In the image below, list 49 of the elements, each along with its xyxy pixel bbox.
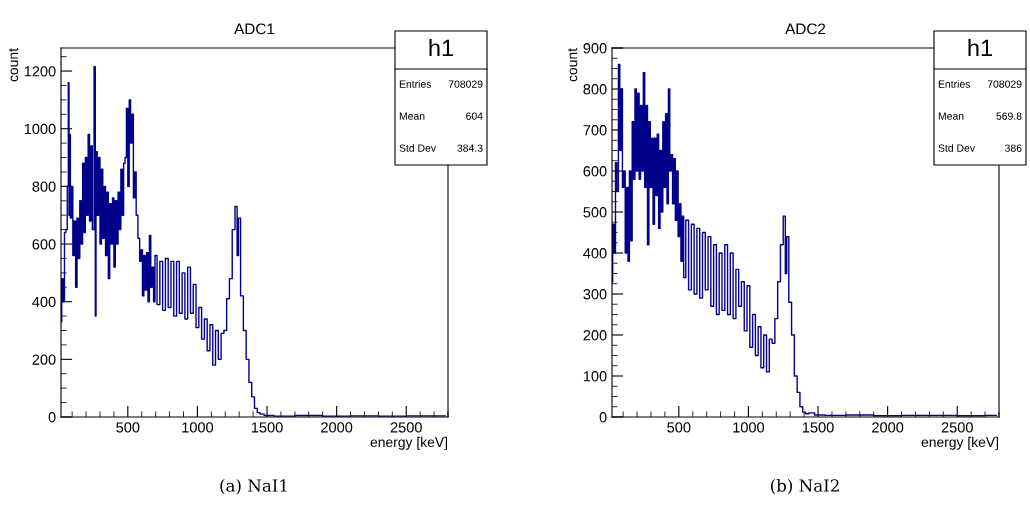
- y-tick-label: 600: [583, 166, 607, 177]
- annotation: 569.8: [996, 112, 1022, 120]
- x-tick-label: 2000: [321, 422, 353, 433]
- annotation: h1: [429, 39, 453, 57]
- y-tick-label: 1200: [24, 66, 56, 77]
- annotation: h1: [968, 39, 992, 57]
- x-axis-title: energy [keV]: [370, 436, 448, 450]
- x-tick-label: 1500: [251, 422, 283, 433]
- annotation: Std Dev: [938, 144, 976, 152]
- x-tick-label: 1000: [733, 422, 765, 433]
- annotation: Mean: [399, 112, 425, 120]
- y-tick-label: 400: [583, 248, 607, 259]
- y-tick-label: 800: [32, 181, 56, 192]
- x-tick-label: 500: [116, 422, 140, 433]
- annotation: Mean: [938, 112, 964, 120]
- y-axis-title: count: [9, 48, 19, 82]
- y-tick-label: 600: [32, 239, 56, 250]
- y-tick-label: 200: [32, 354, 56, 365]
- annotation: 708029: [987, 80, 1022, 88]
- x-tick-label: 2500: [390, 422, 422, 433]
- annotation: Entries: [399, 80, 432, 88]
- y-tick-label: 300: [583, 289, 607, 300]
- x-tick-label: 2000: [872, 422, 904, 433]
- y-tick-label: 500: [583, 207, 607, 218]
- chart-title: ADC1: [234, 23, 275, 35]
- y-tick-label: 200: [583, 330, 607, 341]
- y-tick-label: 0: [599, 412, 607, 423]
- text: (a) NaI1: [220, 478, 287, 495]
- x-tick-label: 2500: [941, 422, 973, 433]
- y-tick-label: 100: [583, 371, 607, 382]
- x-tick-label: 1000: [182, 422, 214, 433]
- text: 386: [1005, 144, 1022, 152]
- text: 708029: [448, 80, 483, 88]
- y-tick-label: 700: [583, 125, 607, 136]
- x-tick-label: 500: [667, 422, 691, 433]
- annotation: Std Dev: [399, 144, 437, 152]
- text: (b) NaI2: [770, 478, 839, 495]
- y-tick-label: 400: [32, 296, 56, 308]
- y-tick-label: 800: [583, 84, 607, 95]
- chart-title: ADC2: [785, 23, 826, 35]
- text: 604: [466, 112, 483, 120]
- y-tick-label: 1000: [24, 123, 56, 135]
- x-axis-title: energy [keV]: [921, 436, 999, 450]
- annotation: Entries: [938, 80, 971, 88]
- y-tick-label: 0: [48, 412, 56, 423]
- text: 384.3: [457, 144, 483, 152]
- x-tick-label: 1500: [802, 422, 834, 433]
- y-axis-title: count: [568, 48, 578, 82]
- y-tick-label: 900: [583, 43, 607, 54]
